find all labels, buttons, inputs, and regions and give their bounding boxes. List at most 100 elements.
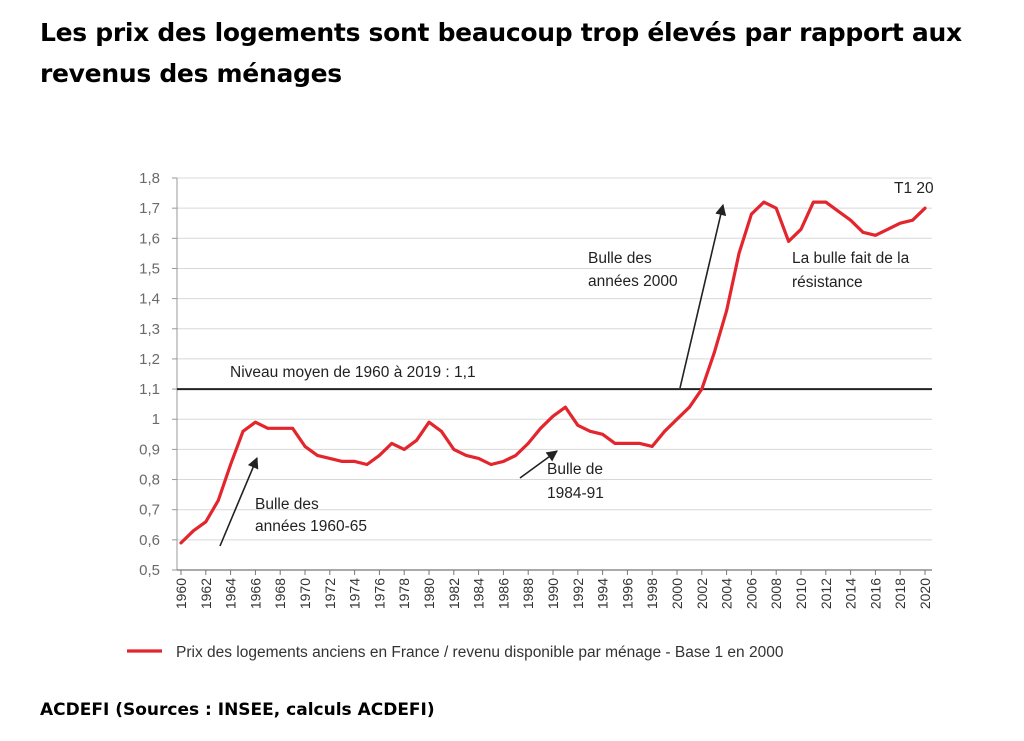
y-tick-label: 0,9 <box>139 441 160 458</box>
x-tick-label: 2012 <box>818 578 834 609</box>
data-point <box>179 541 183 545</box>
x-tick-label: 1962 <box>198 578 214 609</box>
data-point <box>241 429 245 433</box>
x-tick-label: 1998 <box>644 578 660 609</box>
end-label: T1 20 <box>894 180 934 197</box>
data-point <box>588 429 592 433</box>
reference-line-group: Niveau moyen de 1960 à 2019 : 1,1 <box>177 364 932 391</box>
data-point <box>415 438 418 442</box>
y-tick-label: 1,2 <box>139 351 160 368</box>
y-axis: 1,8 1,7 1,6 1,5 1,4 1,3 1,2 1,1 1 0,9 0,8 0,7 0,6 0,5 <box>139 170 932 579</box>
data-point <box>849 218 852 222</box>
y-tick-label: 0,8 <box>139 472 160 489</box>
annotation-text: Bulle des <box>255 496 319 513</box>
data-point <box>316 454 319 457</box>
data-point <box>278 426 282 430</box>
y-tick-label: 0,7 <box>139 502 160 519</box>
x-tick-label: 1968 <box>272 578 288 609</box>
data-point <box>626 441 629 445</box>
data-point <box>638 441 642 445</box>
x-tick-label: 1994 <box>595 578 611 609</box>
data-point <box>886 227 890 231</box>
data-point <box>254 420 257 424</box>
annotation-text: Bulle des <box>588 250 652 267</box>
data-point <box>353 460 356 463</box>
x-tick-label: 2020 <box>917 578 933 609</box>
data-point <box>427 420 431 424</box>
annotation-text: résistance <box>792 274 863 291</box>
x-tick-label: 1984 <box>471 578 487 609</box>
data-point <box>564 405 567 409</box>
data-point <box>514 454 518 457</box>
data-point <box>787 239 790 243</box>
arrow-bulle-2000 <box>679 203 727 389</box>
x-tick-label: 1966 <box>247 578 263 609</box>
data-point <box>551 414 555 418</box>
data-point <box>898 221 902 225</box>
x-tick-label: 2016 <box>867 578 883 609</box>
data-point <box>328 457 332 460</box>
x-tick-label: 2006 <box>743 578 759 609</box>
y-tick-label: 1,8 <box>139 170 160 187</box>
arrow-bulle-1960 <box>219 456 259 547</box>
data-point <box>613 441 617 445</box>
y-tick-label: 1,5 <box>139 260 160 277</box>
x-tick-label: 1960 <box>173 578 189 609</box>
data-point <box>402 447 406 451</box>
data-point <box>861 230 865 234</box>
annotation-text: années 1960-65 <box>255 518 367 535</box>
data-point <box>340 460 344 463</box>
x-tick-label: 2000 <box>669 578 685 609</box>
legend: Prix des logements anciens en France / r… <box>127 644 784 661</box>
y-tick-label: 1,7 <box>139 200 160 217</box>
data-point <box>378 454 381 457</box>
x-tick-label: 2002 <box>694 578 710 609</box>
data-point <box>762 200 766 204</box>
chart-headline: Les prix des logements sont beaucoup tro… <box>40 18 962 88</box>
data-point <box>266 426 270 430</box>
data-point <box>576 423 580 427</box>
data-point <box>365 463 369 466</box>
x-tick-label: 1988 <box>520 578 536 609</box>
data-point <box>923 206 927 210</box>
data-point <box>477 457 480 460</box>
data-point <box>526 441 530 445</box>
annotation-text: La bulle fait de la <box>792 250 910 267</box>
source-note: ACDEFI (Sources : INSEE, calculs ACDEFI) <box>40 700 435 720</box>
data-point <box>712 351 716 355</box>
data-point <box>291 426 294 430</box>
x-tick-label: 1996 <box>619 578 635 609</box>
data-point <box>750 212 753 216</box>
x-tick-label: 1964 <box>223 578 239 609</box>
data-point <box>911 218 914 222</box>
series-group <box>179 200 927 545</box>
data-point <box>502 460 505 463</box>
y-tick-label: 1 <box>152 411 160 428</box>
x-tick-label: 1982 <box>446 578 462 609</box>
y-tick-label: 1,3 <box>139 321 160 338</box>
legend-label: Prix des logements anciens en France / r… <box>176 644 784 661</box>
data-point <box>650 444 654 448</box>
y-tick-label: 0,6 <box>139 532 160 549</box>
x-tick-label: 1974 <box>347 578 363 609</box>
annotation-text: Bulle de <box>547 461 603 478</box>
x-tick-label: 1990 <box>545 578 561 609</box>
data-point <box>737 251 741 255</box>
y-tick-label: 0,5 <box>139 562 160 579</box>
x-tick-label: 1986 <box>495 578 511 609</box>
data-point <box>464 454 468 457</box>
data-point <box>663 429 666 433</box>
data-point <box>489 463 493 466</box>
data-point <box>774 206 778 210</box>
data-point <box>601 432 604 436</box>
x-tick-label: 1980 <box>421 578 437 609</box>
data-point <box>836 209 840 213</box>
data-point <box>824 200 828 204</box>
data-point <box>229 463 233 466</box>
reference-line-label: Niveau moyen de 1960 à 2019 : 1,1 <box>230 364 476 381</box>
arrow-bulle-1984 <box>519 450 558 479</box>
data-point <box>192 529 195 533</box>
data-point <box>688 405 691 409</box>
annotation-text: 1984-91 <box>547 485 604 502</box>
